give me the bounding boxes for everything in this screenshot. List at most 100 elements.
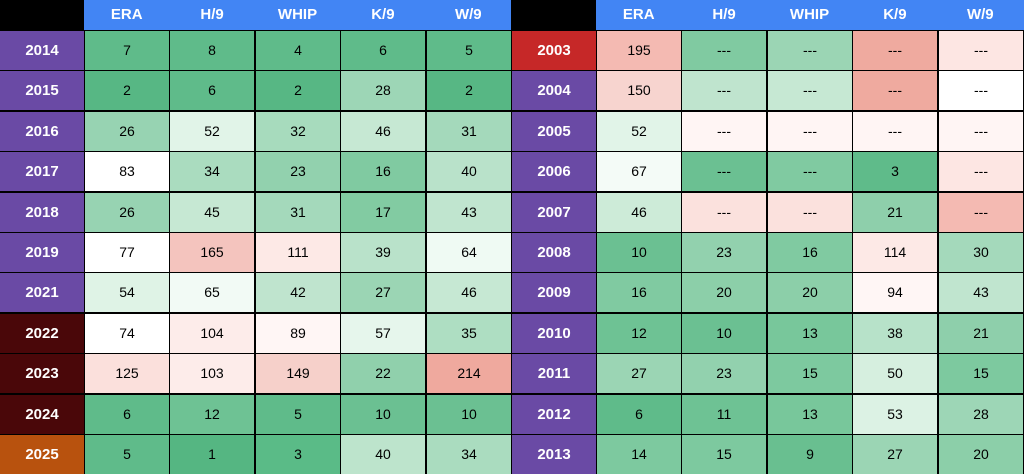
stat-cell: 195: [597, 31, 681, 70]
stat-cell: ---: [939, 152, 1023, 191]
stat-cell: 114: [853, 233, 937, 272]
stat-cell: 23: [256, 152, 340, 191]
year-label: 2018: [0, 193, 84, 232]
col-header-h9: H/9: [200, 6, 224, 23]
stat-cell: 5: [256, 395, 340, 434]
col-header-w9: W/9: [454, 6, 482, 23]
year-label: 2013: [512, 435, 596, 474]
stat-cell: 28: [341, 71, 425, 110]
year-label: 2025: [0, 435, 84, 474]
stat-cell: 103: [170, 354, 254, 393]
stat-cell: 15: [768, 354, 852, 393]
year-label: 2015: [0, 71, 84, 110]
stat-cell: 10: [597, 233, 681, 272]
stat-cell: 165: [170, 233, 254, 272]
stat-cell: 1: [170, 435, 254, 474]
stat-cell: 52: [597, 112, 681, 151]
stat-cell: 57: [341, 314, 425, 353]
stat-cell: 38: [853, 314, 937, 353]
stat-cell: 10: [427, 395, 511, 434]
stat-cell: 28: [939, 395, 1023, 434]
stat-cell: ---: [682, 112, 766, 151]
stat-cell: 23: [682, 233, 766, 272]
stat-cell: 15: [682, 435, 766, 474]
stat-cell: 2: [256, 71, 340, 110]
stat-cell: 54: [85, 273, 169, 312]
stat-cell: 43: [939, 273, 1023, 312]
year-label: 2016: [0, 112, 84, 151]
stat-cell: 27: [853, 435, 937, 474]
stat-cell: 149: [256, 354, 340, 393]
stat-cell: 21: [939, 314, 1023, 353]
stat-cell: 22: [341, 354, 425, 393]
col-header-era: ERA: [110, 6, 143, 23]
stat-cell: ---: [768, 71, 852, 110]
year-label: 2012: [512, 395, 596, 434]
stat-cell: 4: [256, 31, 340, 70]
stat-cell: 6: [170, 71, 254, 110]
stat-cell: ---: [682, 71, 766, 110]
stat-cell: 12: [597, 314, 681, 353]
stat-cell: 3: [853, 152, 937, 191]
col-header-k9: K/9: [883, 6, 907, 23]
stat-cell: ---: [939, 112, 1023, 151]
stat-cell: 111: [256, 233, 340, 272]
stat-cell: 32: [256, 112, 340, 151]
stat-cell: 89: [256, 314, 340, 353]
year-label: 2009: [512, 273, 596, 312]
stat-cell: 21: [853, 193, 937, 232]
stat-cell: 150: [597, 71, 681, 110]
stat-cell: ---: [853, 31, 937, 70]
stat-cell: 10: [682, 314, 766, 353]
stat-cell: 8: [170, 31, 254, 70]
col-header-whip: WHIP: [277, 6, 318, 23]
stat-cell: ---: [939, 31, 1023, 70]
stat-cell: 17: [341, 193, 425, 232]
stat-cell: ---: [768, 31, 852, 70]
stat-cell: 9: [768, 435, 852, 474]
stat-cell: 26: [85, 112, 169, 151]
stat-cell: 14: [597, 435, 681, 474]
stat-cell: 39: [341, 233, 425, 272]
stat-cell: 52: [170, 112, 254, 151]
stat-cell: 13: [768, 395, 852, 434]
col-header-k9: K/9: [371, 6, 395, 23]
col-header-w9: W/9: [966, 6, 994, 23]
stat-cell: ---: [768, 193, 852, 232]
col-header-era: ERA: [622, 6, 655, 23]
year-label: 2007: [512, 193, 596, 232]
stat-cell: 26: [85, 193, 169, 232]
stat-cell: 64: [427, 233, 511, 272]
stat-cell: 65: [170, 273, 254, 312]
stat-cell: ---: [853, 71, 937, 110]
stat-cell: 46: [341, 112, 425, 151]
year-label: 2017: [0, 152, 84, 191]
stat-cell: 12: [170, 395, 254, 434]
stat-cell: 214: [427, 354, 511, 393]
stat-cell: 67: [597, 152, 681, 191]
stat-cell: 13: [768, 314, 852, 353]
stat-cell: 30: [939, 233, 1023, 272]
stat-cell: 53: [853, 395, 937, 434]
stat-cell: 42: [256, 273, 340, 312]
year-label: 2021: [0, 273, 84, 312]
year-label: 2011: [512, 354, 596, 393]
stat-cell: 6: [597, 395, 681, 434]
stat-cell: 34: [427, 435, 511, 474]
stat-cell: 46: [427, 273, 511, 312]
year-label: 2010: [512, 314, 596, 353]
stat-cell: 104: [170, 314, 254, 353]
stat-cell: 3: [256, 435, 340, 474]
stat-cell: 27: [597, 354, 681, 393]
stat-cell: 35: [427, 314, 511, 353]
stat-cell: 31: [256, 193, 340, 232]
stat-cell: 5: [427, 31, 511, 70]
stat-cell: 50: [853, 354, 937, 393]
stat-cell: 16: [341, 152, 425, 191]
stat-cell: 74: [85, 314, 169, 353]
header-bar-left: [84, 0, 511, 30]
stat-cell: ---: [853, 112, 937, 151]
stat-cell: 6: [85, 395, 169, 434]
stat-cell: ---: [682, 31, 766, 70]
